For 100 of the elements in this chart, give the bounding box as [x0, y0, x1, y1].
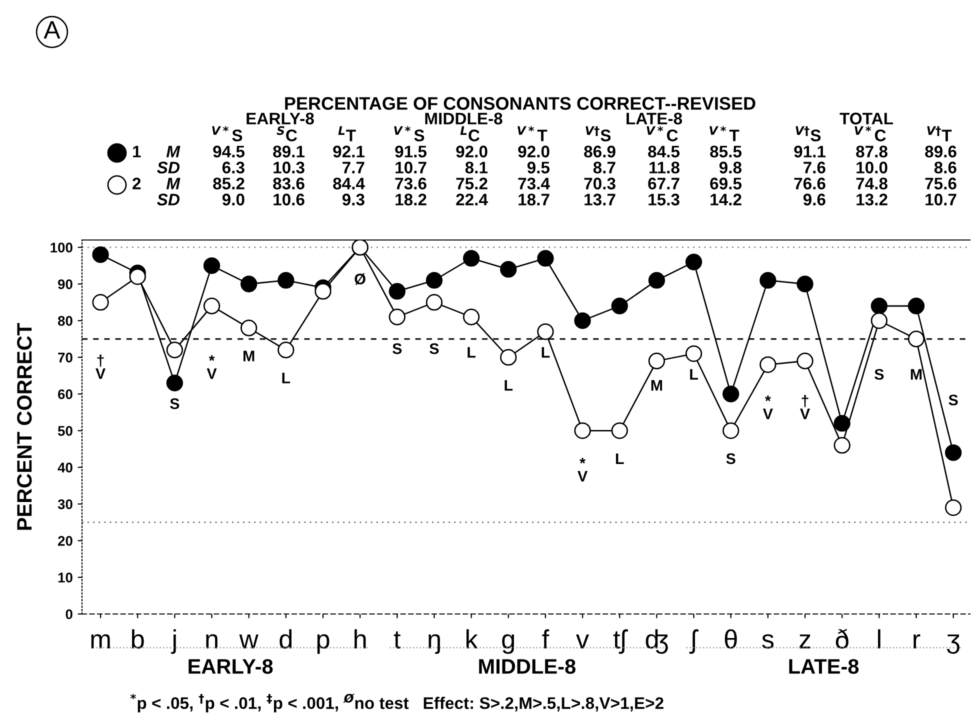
x-tick-label: s — [762, 634, 774, 649]
point — [722, 422, 740, 439]
text: $^{V*}$T — [710, 126, 740, 142]
x-tick-label: ʃ — [689, 629, 698, 654]
annotation: S — [874, 368, 884, 380]
annotation: L — [468, 347, 476, 358]
annotation: S — [726, 453, 736, 464]
point — [462, 250, 480, 267]
text: 9.5 — [527, 162, 550, 174]
point — [240, 276, 258, 292]
text: $^{V*}$C — [646, 126, 678, 142]
text: 18.2 — [396, 194, 426, 206]
annotation: M — [651, 380, 662, 391]
text: M — [166, 146, 180, 158]
point — [388, 283, 406, 300]
x-tick-label: p — [317, 634, 330, 654]
point — [166, 342, 184, 358]
x-tick-label: θ — [724, 629, 737, 649]
y-axis-title: PERCENT CORRECT — [17, 323, 32, 530]
point — [908, 298, 925, 314]
point — [166, 374, 184, 392]
point — [129, 268, 146, 285]
text: 69.5 — [710, 178, 742, 190]
y-tick-label: 0 — [66, 609, 72, 620]
text: LATE-8 — [626, 112, 682, 124]
text: 9.0 — [222, 194, 244, 206]
text: 8.1 — [465, 162, 488, 174]
annotation: L — [690, 369, 698, 380]
point — [796, 276, 814, 292]
point — [648, 352, 666, 370]
annotation: * V — [578, 458, 588, 482]
y-tick-label: 40 — [58, 462, 72, 473]
text: 6.3 — [222, 162, 244, 174]
point — [537, 323, 554, 340]
x-tick-label: l — [878, 629, 880, 648]
point — [500, 349, 517, 366]
annotation: S — [392, 343, 402, 354]
x-tick-label: n — [206, 634, 218, 648]
point — [240, 320, 258, 336]
point — [944, 499, 962, 516]
text: 11.8 — [650, 162, 680, 174]
text: TOTAL — [840, 112, 893, 124]
point — [722, 386, 740, 402]
point — [611, 422, 628, 439]
x-tick-label: ʤ — [646, 629, 668, 654]
point — [574, 422, 591, 439]
point — [760, 356, 776, 373]
point — [278, 342, 294, 358]
text: 84.4 — [333, 178, 365, 190]
point — [870, 312, 888, 329]
text: 10.3 — [274, 162, 304, 174]
annotation: L — [504, 380, 513, 391]
point — [685, 345, 702, 362]
text: 9.6 — [803, 194, 826, 206]
x-tick-label: g — [502, 634, 514, 654]
annotation: L — [542, 347, 550, 358]
x-tick-label: h — [354, 629, 366, 648]
text: SD — [157, 194, 180, 206]
text: 15.3 — [648, 194, 680, 206]
point — [611, 298, 628, 314]
legend-label: 1 — [133, 146, 141, 158]
text: $^{V*}$T — [518, 126, 548, 142]
text: 14.2 — [710, 194, 742, 206]
point — [944, 444, 962, 461]
annotation: Ø — [354, 273, 366, 285]
point — [574, 312, 591, 329]
point — [203, 257, 220, 274]
point — [908, 330, 925, 348]
point — [462, 308, 480, 326]
text: 8.7 — [593, 162, 616, 174]
annotation: * V — [762, 396, 773, 420]
text: 67.7 — [648, 178, 680, 190]
text: MIDDLE-8 — [479, 659, 576, 674]
text: 83.6 — [273, 178, 304, 190]
y-tick-label: 50 — [58, 426, 72, 436]
x-tick-label: m — [91, 634, 110, 648]
annotation: S — [948, 394, 958, 406]
point — [870, 298, 888, 314]
x-tick-label: d — [280, 629, 292, 649]
x-tick-label: b — [132, 629, 144, 649]
x-tick-label: ŋ — [428, 634, 440, 654]
text: 9.8 — [719, 162, 742, 174]
text: 10.6 — [274, 194, 304, 206]
point — [796, 352, 814, 370]
text: 86.9 — [584, 146, 616, 158]
text: 8.6 — [934, 162, 956, 174]
x-tick-label: z — [799, 634, 810, 648]
text: 75.6 — [925, 178, 956, 190]
text: 13.2 — [856, 194, 888, 206]
x-tick-label: t — [394, 631, 401, 649]
x-tick-label: k — [466, 629, 478, 648]
y-tick-label: 90 — [58, 279, 72, 290]
annotation: M — [910, 369, 922, 380]
y-tick-label: 70 — [58, 352, 72, 363]
legend-label: 2 — [132, 178, 141, 190]
text: 10.7 — [926, 194, 956, 206]
text: $^{*}$p < .05, $^{†}$p < .01, $^{‡}$p < .001, $^{Ø}$no test Effect: S>.2,M>.5,L>.8,V>1,E>2 — [130, 694, 664, 712]
point — [203, 298, 220, 314]
point — [314, 283, 332, 300]
point — [426, 294, 443, 311]
